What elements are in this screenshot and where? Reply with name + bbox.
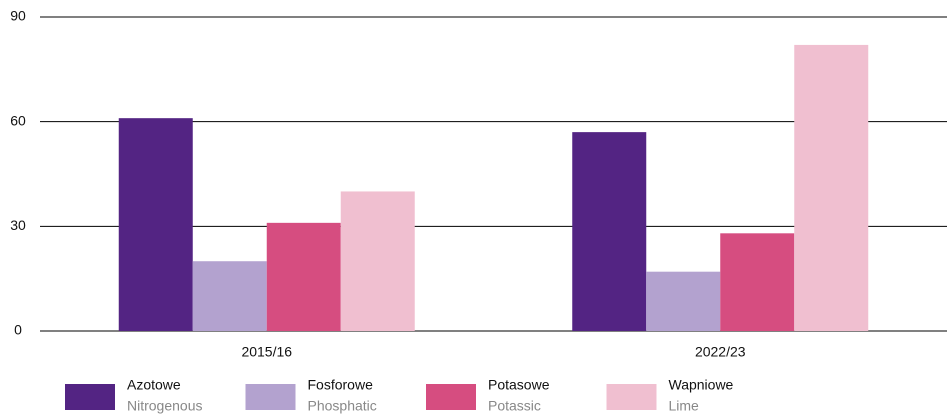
legend-label: Fosforowe [308,377,374,393]
x-tick-label: 2015/16 [241,344,292,360]
legend-label: Azotowe [127,377,181,393]
bar [720,233,795,331]
legend-label-english: Nitrogenous [127,398,203,414]
bar [192,261,267,331]
bar [340,191,415,331]
legend-label-english: Lime [669,398,700,414]
legend-swatch [426,384,476,410]
y-tick-label: 30 [10,217,26,233]
legend-swatch [245,384,296,410]
legend-swatch [606,384,657,410]
bar [646,271,721,331]
bar [794,44,869,332]
legend-swatch [65,384,115,410]
bar [118,118,193,331]
y-tick-label: 0 [14,322,22,338]
y-tick-label: 60 [10,112,26,128]
bar [572,132,647,331]
legend-label-english: Phosphatic [308,398,377,414]
bar [266,222,341,331]
legend-label: Wapniowe [669,377,734,393]
x-tick-label: 2022/23 [695,344,746,360]
legend-label: Potasowe [488,377,550,393]
y-tick-label: 90 [10,8,26,24]
legend-label-english: Potassic [488,398,541,414]
